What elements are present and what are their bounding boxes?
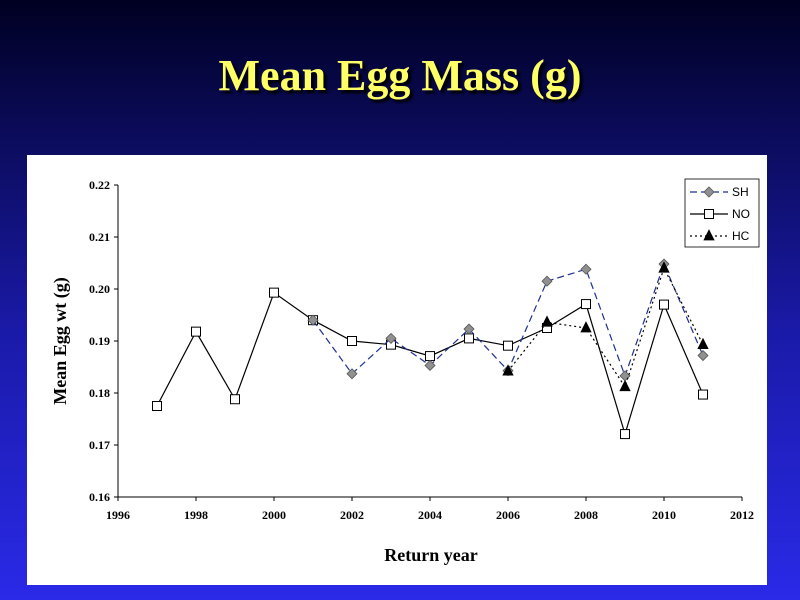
- data-point-no: [269, 287, 279, 298]
- y-tick-label: 0.21: [89, 230, 110, 244]
- data-point-hc: [541, 315, 553, 327]
- y-tick-label: 0.17: [89, 438, 110, 452]
- legend-marker-no: [704, 209, 714, 219]
- x-tick-label: 1998: [184, 508, 208, 522]
- data-point-sh: [541, 275, 553, 287]
- data-point-sh: [580, 263, 592, 275]
- chart-axes: 0.16 0.17 0.18 0.19 0.20 0.21 0.22 1996 1998 2000…: [89, 178, 754, 522]
- series-hc: [502, 261, 709, 392]
- y-tick-label: 0.22: [89, 178, 110, 192]
- data-point-hc: [697, 337, 709, 350]
- x-tick-label: 2004: [418, 508, 442, 522]
- data-point-hc: [619, 379, 631, 392]
- chart-legend: SH NO HC: [684, 178, 760, 248]
- legend-label-sh: SH: [732, 185, 749, 199]
- legend-label-no: NO: [732, 207, 750, 221]
- y-axis-title: Mean Egg wt (g): [50, 277, 71, 404]
- y-tick-label: 0.19: [89, 334, 110, 348]
- data-point-sh: [697, 349, 709, 362]
- data-point-hc: [502, 364, 514, 376]
- data-point-no: [152, 401, 162, 411]
- x-tick-label: 2008: [574, 508, 598, 522]
- x-tick-label: 2000: [262, 508, 286, 522]
- chart-panel: 0.16 0.17 0.18 0.19 0.20 0.21 0.22 1996 1998 2000…: [27, 155, 767, 585]
- y-tick-label: 0.16: [89, 490, 110, 504]
- data-point-no: [698, 389, 708, 400]
- data-point-sh: [424, 359, 436, 372]
- data-point-no: [230, 394, 240, 405]
- series-no: [152, 287, 708, 440]
- series-line-hc: [507, 266, 704, 389]
- data-point-sh: [619, 370, 631, 382]
- data-point-no: [347, 336, 357, 346]
- y-tick-label: 0.20: [89, 282, 110, 296]
- legend-marker-sh: [703, 186, 715, 198]
- series-line-sh: [312, 262, 704, 378]
- data-point-sh: [307, 314, 319, 326]
- data-point-sh: [385, 332, 397, 344]
- y-tick-label: 0.18: [89, 386, 110, 400]
- data-point-no: [659, 299, 669, 310]
- data-point-sh: [463, 323, 475, 335]
- x-tick-label: 2006: [496, 508, 520, 522]
- data-point-no: [425, 351, 435, 362]
- x-tick-label: 1996: [106, 508, 130, 522]
- x-tick-label: 2002: [340, 508, 364, 522]
- data-point-hc: [658, 261, 670, 273]
- legend-label-hc: HC: [732, 229, 750, 243]
- data-point-sh: [346, 368, 358, 380]
- data-point-hc: [580, 321, 592, 333]
- x-tick-label: 2010: [652, 508, 676, 522]
- x-tick-label: 2012: [730, 508, 754, 522]
- data-point-no: [620, 429, 630, 440]
- legend-marker-hc: [703, 229, 715, 241]
- x-axis-title: Return year: [384, 545, 477, 565]
- data-point-no: [464, 333, 474, 344]
- series-layer: [152, 258, 709, 440]
- slide-title: Mean Egg Mass (g): [218, 51, 582, 100]
- line-chart: 0.16 0.17 0.18 0.19 0.20 0.21 0.22 1996 1998 2000…: [50, 178, 760, 565]
- data-point-no: [191, 326, 201, 337]
- series-sh: [307, 258, 709, 382]
- data-point-no: [503, 340, 513, 351]
- data-point-no: [581, 299, 591, 310]
